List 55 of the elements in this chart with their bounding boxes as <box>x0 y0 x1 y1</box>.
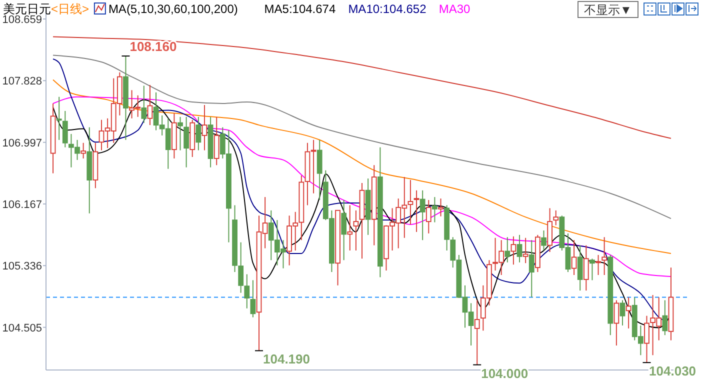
y-tick-label: 108.659 <box>2 14 42 26</box>
y-tick-label: 106.997 <box>2 137 42 150</box>
candlestick <box>341 200 347 261</box>
annotation: 不显示▼ <box>584 3 632 17</box>
candlestick <box>184 116 190 168</box>
candlestick <box>250 280 256 318</box>
candlestick <box>577 244 583 292</box>
candlestick <box>371 164 377 246</box>
candlestick <box>359 182 365 260</box>
candlestick <box>426 200 432 234</box>
candlestick <box>510 236 516 266</box>
candlestick <box>50 103 56 174</box>
y-tick-label: 107.828 <box>2 76 42 88</box>
candlestick <box>123 56 128 140</box>
candlestick <box>377 146 383 278</box>
candlestick <box>208 116 214 168</box>
line-series <box>52 79 672 254</box>
chart-subtitle: <日线> <box>51 2 90 16</box>
legend-title: MA(5,10,30,60,100,200) <box>108 2 238 16</box>
candlestick <box>504 236 510 263</box>
annotation: 104.190 <box>263 352 310 367</box>
candlestick <box>365 178 371 236</box>
candlestick <box>202 104 208 151</box>
candlestick <box>438 198 444 217</box>
text: MA30 <box>438 2 471 16</box>
y-tick-label: 105.336 <box>2 260 42 273</box>
candlestick <box>196 116 202 151</box>
candlestick <box>432 196 438 223</box>
candlestick <box>528 240 534 298</box>
text: MA10:104.652 <box>348 2 427 16</box>
dropdown: 不显示▼ <box>578 1 638 18</box>
candlestick <box>171 112 177 159</box>
candlestick <box>353 210 359 251</box>
candlestick <box>414 190 420 232</box>
y-tick-label: 106.167 <box>2 198 42 211</box>
chart-title: 美元日元 <box>3 2 51 16</box>
line-series <box>52 54 672 220</box>
candlestick <box>92 142 98 189</box>
candlestick <box>178 116 183 151</box>
text: MA5:104.674 <box>264 2 336 16</box>
candlestick <box>474 300 480 366</box>
candlestick <box>668 267 674 341</box>
candlestick <box>86 126 92 214</box>
line-series <box>52 36 672 139</box>
candlestick <box>316 139 322 201</box>
line-series <box>52 96 672 277</box>
candlestick <box>516 234 522 263</box>
y-tick-label: 104.505 <box>2 322 42 334</box>
candlestick <box>347 204 353 251</box>
candlestick <box>602 236 608 276</box>
annotation: 108.160 <box>130 39 177 54</box>
candlestick <box>56 96 62 140</box>
candlestick <box>420 190 426 241</box>
annotation: 104.000 <box>481 366 528 380</box>
candlestick <box>583 244 589 292</box>
